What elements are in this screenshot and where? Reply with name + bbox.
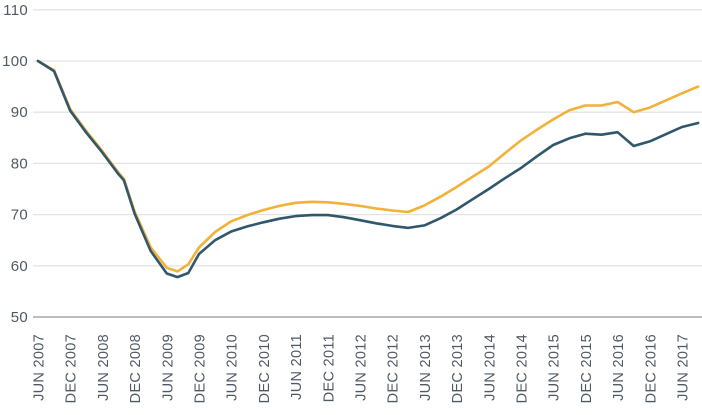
x-tick-label: DEC 2009 [193,334,209,403]
y-tick-label: 100 [2,53,28,70]
x-tick-label: JUN 2008 [96,334,112,401]
y-tick-label: 110 [3,2,28,19]
x-tick-label: JUN 2015 [547,334,563,401]
x-tick-label: JUN 2011 [289,334,305,400]
y-tick-label: 80 [11,155,28,172]
y-tick-label: 70 [11,207,28,224]
y-tick-label: 90 [11,104,28,121]
x-tick-label: JUN 2012 [354,334,370,401]
x-tick-label: DEC 2016 [643,334,659,403]
x-tick-label: DEC 2013 [450,334,466,403]
x-tick-label: JUN 2016 [611,334,627,401]
y-tick-label: 60 [11,258,28,275]
x-tick-label: JUN 2009 [160,334,176,401]
x-tick-label: JUN 2013 [418,334,434,401]
y-tick-label: 50 [11,309,28,326]
x-tick-label: JUN 2010 [225,334,241,401]
x-tick-label: JUN 2017 [676,334,692,401]
x-tick-label: DEC 2015 [579,334,595,403]
x-tick-label: DEC 2008 [128,334,144,403]
x-tick-label: DEC 2012 [386,334,402,403]
x-tick-label: DEC 2007 [64,334,80,403]
x-tick-label: DEC 2011 [321,334,337,402]
x-tick-label: DEC 2010 [257,334,273,403]
teal-series-line [36,59,700,279]
x-tick-label: JUN 2007 [32,334,48,401]
gold-series-line [36,59,700,273]
x-tick-label: DEC 2014 [515,334,531,403]
x-tick-label: JUN 2014 [482,334,498,401]
